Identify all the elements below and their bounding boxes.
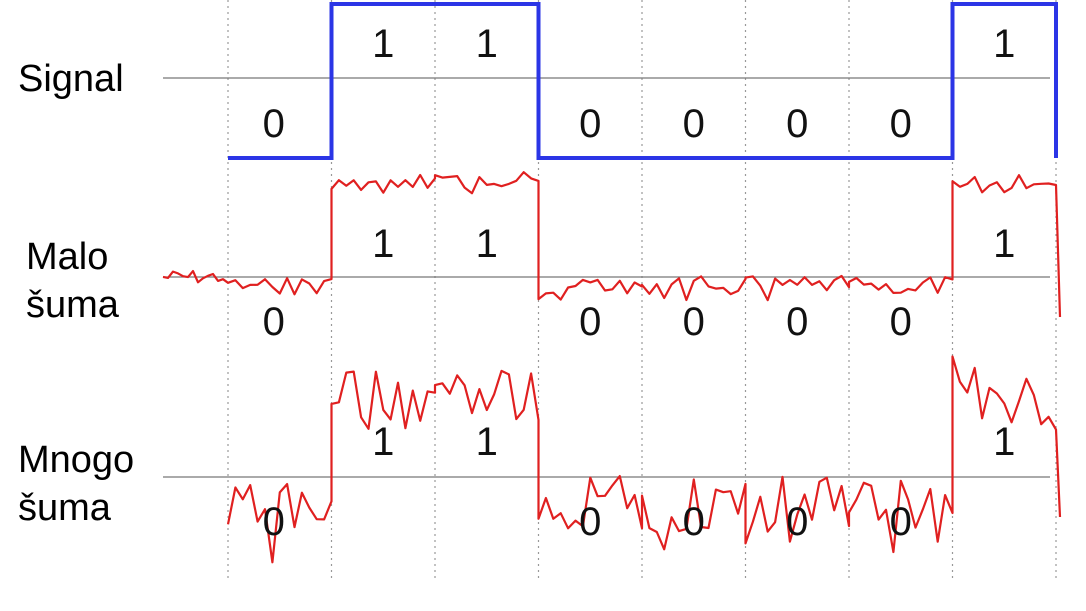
high-noise-waveform [226,355,1062,564]
row-label-line: Mnogo [18,439,135,481]
row-label-line: šuma [26,284,119,326]
bit-label: 1 [993,222,1016,266]
bit-label: 0 [579,500,602,544]
baselines [163,77,1050,478]
row-label-little-noise: Malo šuma [26,233,119,329]
bit-label: 1 [475,420,498,464]
bit-label: 0 [786,500,809,544]
bit-label: 0 [786,102,809,146]
row-label-line: Signal [18,58,124,100]
bit-label: 1 [372,22,395,66]
bit-label: 0 [889,500,912,544]
row-label-much-noise: Mnogo šuma [18,436,134,532]
bit-label: 1 [475,22,498,66]
bit-label: 0 [262,300,285,344]
bit-label: 1 [993,22,1016,66]
bit-label: 0 [786,300,809,344]
row-label-line: šuma [18,487,111,529]
bit-label: 1 [993,420,1016,464]
bit-label: 1 [475,222,498,266]
bit-label: 0 [262,102,285,146]
bit-label: 1 [372,222,395,266]
row-label-signal: Signal [18,55,124,103]
bit-label: 0 [889,102,912,146]
low-noise-waveform [162,171,1062,318]
bit-label: 0 [889,300,912,344]
bit-label: 0 [682,500,705,544]
bit-label: 1 [372,420,395,464]
bit-label: 0 [682,300,705,344]
bit-label: 0 [579,102,602,146]
waveforms [162,2,1062,564]
bit-label: 0 [579,300,602,344]
row-label-line: Malo [26,236,109,278]
bit-label: 0 [262,500,285,544]
signal-waveform [228,2,1058,160]
bit-label: 0 [682,102,705,146]
